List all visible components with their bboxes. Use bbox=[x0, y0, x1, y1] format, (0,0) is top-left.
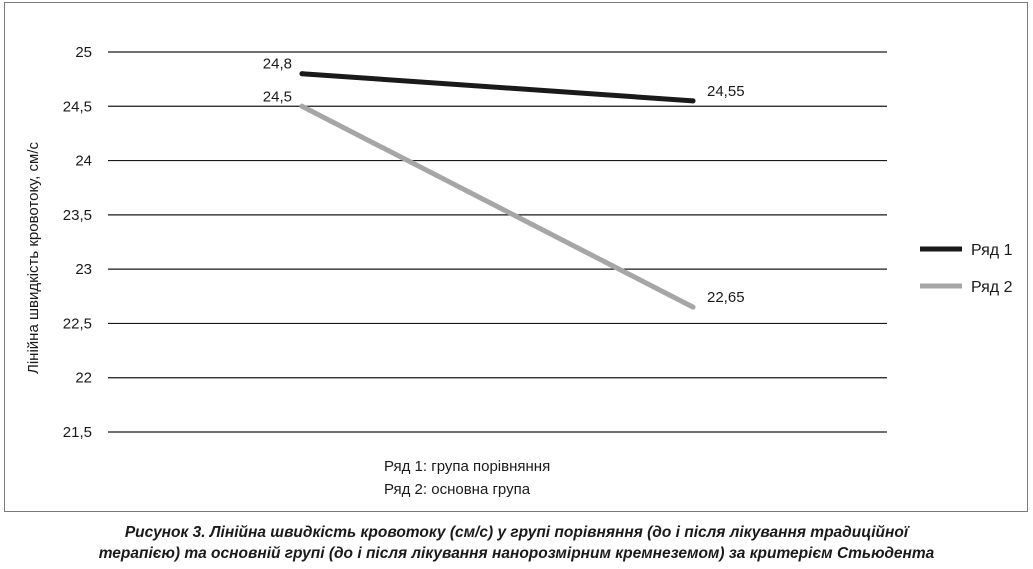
y-tick-label: 24 bbox=[75, 153, 92, 170]
caption-line-2: терапією) та основній групі (до і після … bbox=[98, 545, 935, 562]
legend: Ряд 1 Ряд 2 bbox=[920, 242, 1013, 296]
y-tick-label: 23,5 bbox=[63, 207, 92, 224]
y-tick-label: 25 bbox=[75, 44, 92, 61]
y-tick-label: 21,5 bbox=[63, 424, 92, 441]
line-chart: 25 24,5 24 23,5 23 22,5 22 21,5 24,8 24,55 24,5 22… bbox=[25, 44, 1013, 441]
series-2-point bbox=[299, 103, 305, 109]
y-axis-ticks: 25 24,5 24 23,5 23 22,5 22 21,5 bbox=[63, 44, 92, 441]
series-1-data-label: 24,55 bbox=[707, 83, 745, 100]
series-2-data-label: 22,65 bbox=[707, 289, 745, 306]
caption-line-1: Рисунок 3. Лінійна швидкість кровотоку (… bbox=[124, 524, 909, 541]
y-tick-label: 22,5 bbox=[63, 315, 92, 332]
series-1-point bbox=[690, 98, 696, 104]
legend-label-series-2: Ряд 2 bbox=[971, 279, 1013, 296]
y-tick-label: 22 bbox=[75, 370, 92, 387]
grid-layer bbox=[108, 51, 887, 433]
series-2-data-label: 24,5 bbox=[263, 88, 292, 105]
series-note: Ряд 1: група порівняння Ряд 2: основна г… bbox=[384, 455, 550, 501]
series-note-2: Ряд 2: основна група bbox=[384, 481, 531, 498]
y-tick-label: 24,5 bbox=[63, 98, 92, 115]
legend-label-series-1: Ряд 1 bbox=[971, 242, 1013, 259]
y-axis-label: Лінійна швидкість кровотоку, см/с bbox=[25, 142, 42, 374]
figure-caption: Рисунок 3. Лінійна швидкість кровотоку (… bbox=[0, 522, 1033, 564]
y-tick-label: 23 bbox=[75, 261, 92, 278]
series-1-point bbox=[299, 71, 305, 77]
series-1-line bbox=[299, 71, 696, 104]
data-labels: 24,8 24,55 24,5 22,65 bbox=[263, 56, 745, 306]
series-1-data-label: 24,8 bbox=[263, 56, 292, 73]
chart-frame bbox=[4, 2, 1028, 512]
series-2-line bbox=[299, 103, 696, 310]
series-note-1: Ряд 1: група порівняння bbox=[384, 458, 551, 475]
series-2-point bbox=[690, 304, 696, 310]
series-layer bbox=[299, 71, 696, 310]
